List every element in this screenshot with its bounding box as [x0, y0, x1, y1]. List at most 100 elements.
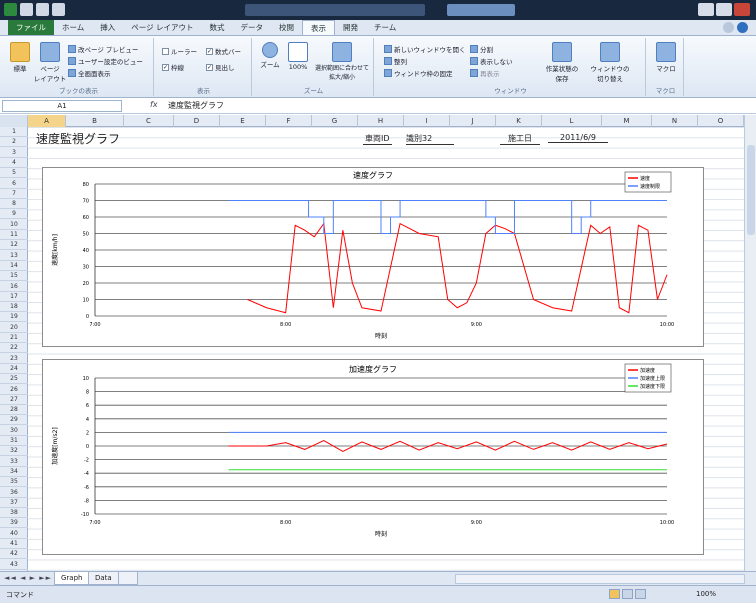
gridlines-checkbox[interactable]: ✓ 枠線 [162, 63, 184, 72]
normal-view-button[interactable]: 標準 [8, 42, 32, 73]
switch-window-button[interactable]: ウィンドウの 切り替え [588, 42, 632, 83]
row-header[interactable]: 34 [0, 467, 28, 477]
tab-insert[interactable]: 挿入 [100, 23, 116, 32]
worksheet-grid[interactable]: 速度監視グラフ 車両ID 識別32 施工日 2011/6/9 速度グラフ 0 10 2… [28, 127, 744, 571]
row-header[interactable]: 7 [0, 189, 28, 199]
help-icon[interactable] [737, 22, 748, 33]
row-header[interactable]: 30 [0, 426, 28, 436]
new-window-button[interactable]: 新しいウィンドウを開く [384, 44, 466, 54]
column-header[interactable]: O [698, 115, 744, 127]
row-header[interactable]: 19 [0, 312, 28, 323]
date-label-cell[interactable]: 施工日 [500, 133, 540, 145]
select-all-button[interactable] [0, 115, 28, 127]
insert-sheet-icon[interactable] [118, 572, 138, 585]
row-header[interactable]: 23 [0, 354, 28, 364]
horizontal-scrollbar[interactable] [455, 574, 745, 584]
page-layout-status-icon[interactable] [622, 589, 633, 599]
row-header[interactable]: 5 [0, 168, 28, 179]
row-header[interactable]: 41 [0, 539, 28, 549]
date-value-cell[interactable]: 2011/6/9 [548, 133, 608, 143]
column-header[interactable]: E [220, 115, 266, 127]
row-header[interactable]: 14 [0, 261, 28, 271]
row-header[interactable]: 28 [0, 405, 28, 416]
acceleration-chart[interactable]: 加速度グラフ -10 -8 -6 -4 -2 0 2 4 6 8 10 7:00 8:00 9:00 10:0… [42, 359, 704, 555]
row-header[interactable]: 37 [0, 498, 28, 508]
headings-checkbox[interactable]: ✓ 見出し [206, 63, 235, 72]
row-header[interactable]: 4 [0, 158, 28, 168]
page-layout-button[interactable]: ページ レイアウト [34, 42, 66, 83]
row-header[interactable]: 24 [0, 364, 28, 374]
custom-view-button[interactable]: ユーザー設定のビュー [68, 56, 143, 66]
save-workspace-button[interactable]: 作業状態の 保存 [542, 42, 582, 83]
column-header[interactable]: B [66, 115, 124, 127]
tab-data[interactable]: データ [240, 23, 264, 32]
row-header[interactable]: 10 [0, 220, 28, 230]
maximize-button[interactable] [716, 3, 732, 16]
row-header[interactable]: 38 [0, 508, 28, 519]
unhide-button[interactable]: 再表示 [470, 68, 500, 78]
row-header[interactable]: 18 [0, 302, 28, 313]
row-header[interactable]: 33 [0, 457, 28, 467]
row-header[interactable]: 31 [0, 436, 28, 446]
row-header[interactable]: 35 [0, 477, 28, 488]
column-header[interactable]: H [358, 115, 404, 127]
row-header[interactable]: 42 [0, 549, 28, 560]
zoom-100-button[interactable]: 100% [286, 42, 310, 71]
column-header[interactable]: M [602, 115, 652, 127]
tab-home[interactable]: ホーム [62, 23, 85, 32]
row-header[interactable]: 2 [0, 137, 28, 148]
redo-icon[interactable] [52, 3, 65, 16]
row-header[interactable]: 43 [0, 560, 28, 570]
row-header[interactable]: 26 [0, 385, 28, 395]
scroll-thumb[interactable] [747, 145, 755, 235]
row-header[interactable]: 29 [0, 415, 28, 426]
column-header[interactable]: A [28, 115, 66, 127]
tab-page-layout[interactable]: ページ レイアウト [131, 23, 194, 32]
page-break-button[interactable]: 改ページ プレビュー [68, 44, 138, 54]
row-header[interactable]: 16 [0, 282, 28, 292]
column-header[interactable]: I [404, 115, 450, 127]
row-header[interactable]: 8 [0, 199, 28, 210]
full-screen-button[interactable]: 全画面表示 [68, 68, 111, 78]
column-header[interactable]: K [496, 115, 542, 127]
tab-team[interactable]: チーム [374, 23, 397, 32]
row-header[interactable]: 40 [0, 529, 28, 539]
row-header[interactable]: 6 [0, 179, 28, 189]
normal-view-status-icon[interactable] [609, 589, 620, 599]
arrange-button[interactable]: 整列 [384, 56, 407, 66]
save-icon[interactable] [20, 3, 33, 16]
speed-chart[interactable]: 速度グラフ 0 10 20 30 40 50 60 70 80 7:00 8:00 9:00 10:00 時… [42, 167, 704, 347]
row-header[interactable]: 21 [0, 333, 28, 343]
row-header[interactable]: 32 [0, 446, 28, 457]
row-header[interactable]: 12 [0, 240, 28, 251]
column-header[interactable]: C [124, 115, 174, 127]
tab-review[interactable]: 校閲 [279, 23, 295, 32]
split-button[interactable]: 分割 [470, 44, 493, 54]
undo-icon[interactable] [36, 3, 49, 16]
row-header[interactable]: 15 [0, 271, 28, 282]
row-header[interactable]: 9 [0, 209, 28, 220]
sheet-tab-graph[interactable]: Graph [54, 572, 90, 585]
formula-bar-checkbox[interactable]: ✓ 数式バー [206, 47, 241, 56]
column-header[interactable]: F [266, 115, 312, 127]
row-header[interactable]: 36 [0, 488, 28, 498]
close-button[interactable] [734, 3, 750, 16]
column-header[interactable]: L [542, 115, 602, 127]
freeze-panes-button[interactable]: ウィンドウ枠の固定 [384, 68, 453, 78]
column-header[interactable]: G [312, 115, 358, 127]
ruler-checkbox[interactable]: ルーラー [162, 46, 197, 56]
minimize-button[interactable] [698, 3, 714, 16]
page-break-status-icon[interactable] [635, 589, 646, 599]
zoom-selection-button[interactable]: 選択範囲に合わせて 拡大/縮小 [314, 42, 370, 81]
row-header[interactable]: 39 [0, 518, 28, 529]
row-header[interactable]: 25 [0, 374, 28, 385]
vertical-scrollbar[interactable] [744, 115, 756, 571]
sheet-title-cell[interactable]: 速度監視グラフ [36, 132, 121, 146]
row-header[interactable]: 17 [0, 292, 28, 302]
vehicle-value-cell[interactable]: 識別32 [406, 133, 454, 145]
formula-input[interactable]: 速度監視グラフ [168, 101, 224, 110]
macro-button[interactable]: マクロ [654, 42, 678, 73]
quick-access-toolbar[interactable] [4, 3, 65, 16]
sheet-tab-data[interactable]: Data [88, 572, 119, 585]
tab-developer[interactable]: 開発 [343, 23, 359, 32]
